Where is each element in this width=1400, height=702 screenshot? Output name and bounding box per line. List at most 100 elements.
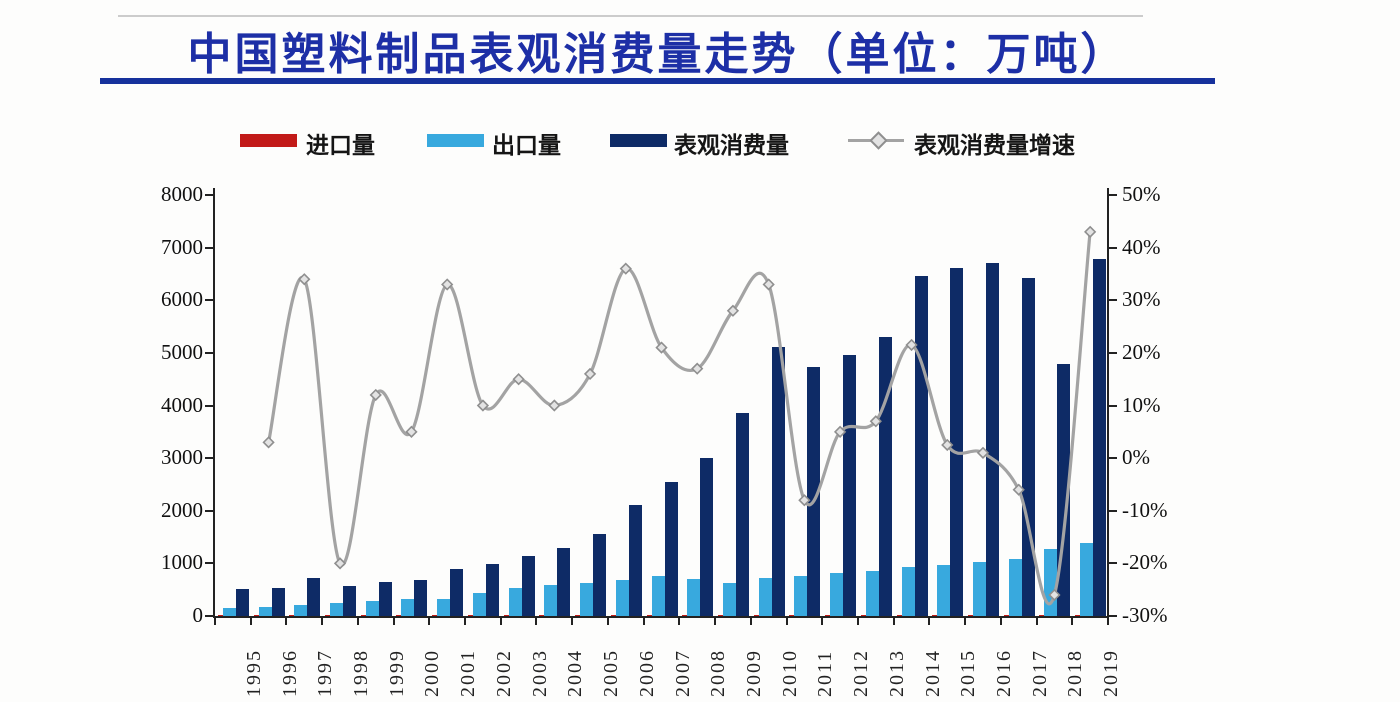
left-axis-tick-label: 4000 xyxy=(161,392,203,417)
right-axis-tick-label: 10% xyxy=(1122,392,1161,417)
consumption-legend-label: 表观消费量 xyxy=(674,132,789,158)
right-axis-tick-label: 40% xyxy=(1122,234,1161,259)
consumption-bar xyxy=(343,585,357,616)
x-axis-tick xyxy=(356,618,359,625)
right-axis-tick xyxy=(1109,299,1117,302)
x-axis-label-text: 2018 xyxy=(1064,649,1087,697)
x-axis-tick xyxy=(464,618,467,625)
growth-marker-icon xyxy=(762,278,775,291)
x-axis-tick xyxy=(999,618,1002,625)
export-legend-swatch xyxy=(427,134,484,147)
export-bar xyxy=(937,565,951,616)
export-bar xyxy=(222,608,236,616)
x-axis-label-text: 2014 xyxy=(921,649,944,697)
left-axis-tick-label: 7000 xyxy=(161,234,203,259)
import-bar xyxy=(289,615,295,616)
left-axis-tick xyxy=(205,562,213,565)
x-axis-tick xyxy=(821,618,824,625)
right-axis-tick xyxy=(1109,351,1117,354)
import-bar xyxy=(967,615,973,616)
x-axis-label-text: 1996 xyxy=(278,649,301,697)
import-bar xyxy=(753,615,759,616)
export-bar xyxy=(437,598,451,616)
consumption-bar xyxy=(735,412,749,616)
consumption-bar xyxy=(1093,259,1107,616)
title-underline xyxy=(100,78,1215,84)
x-axis-tick xyxy=(714,618,717,625)
right-axis-tick-label: -20% xyxy=(1122,550,1168,575)
growth-legend-marker-icon xyxy=(869,131,888,150)
consumption-bar xyxy=(414,580,428,616)
growth-marker-icon xyxy=(548,399,561,412)
left-axis-tick-label: 6000 xyxy=(161,287,203,312)
export-bar xyxy=(401,599,415,616)
import-bar xyxy=(1075,615,1081,616)
growth-marker-icon xyxy=(1084,225,1097,238)
export-bar xyxy=(294,604,308,616)
right-axis-tick xyxy=(1109,194,1117,196)
x-axis-label-text: 2007 xyxy=(671,649,694,697)
x-axis-tick xyxy=(606,618,609,625)
x-axis-label-text: 2002 xyxy=(492,649,515,697)
x-axis-tick xyxy=(642,618,645,625)
export-bar xyxy=(687,579,701,616)
x-axis-tick xyxy=(964,618,967,625)
x-axis-tick xyxy=(785,618,788,625)
consumption-bar xyxy=(450,568,464,616)
x-axis-label-text: 2003 xyxy=(528,649,551,697)
x-axis-label-text: 2016 xyxy=(992,649,1015,697)
right-axis-tick-label: 50% xyxy=(1122,182,1161,206)
x-axis-label-text: 2008 xyxy=(707,649,730,697)
right-axis-tick-label: -30% xyxy=(1122,603,1168,627)
x-axis-label-text: 1997 xyxy=(314,649,337,697)
consumption-bar xyxy=(593,533,607,616)
growth-line xyxy=(267,231,1092,606)
right-axis-tick xyxy=(1109,457,1117,460)
x-axis-tick xyxy=(321,618,324,625)
x-axis-tick xyxy=(214,618,216,625)
growth-marker-icon xyxy=(333,557,347,570)
export-bar xyxy=(544,584,558,616)
import-bar xyxy=(1039,615,1045,616)
growth-marker-icon xyxy=(726,304,740,317)
x-axis-tick xyxy=(571,618,574,625)
right-axis-tick xyxy=(1109,509,1117,512)
right-axis-tick xyxy=(1109,562,1117,565)
left-axis-tick xyxy=(205,457,213,460)
import-bar xyxy=(253,615,259,616)
export-bar xyxy=(1008,558,1022,616)
x-axis-label-text: 2004 xyxy=(564,649,587,697)
x-axis xyxy=(213,616,1108,618)
import-bar xyxy=(539,615,545,616)
consumption-bar xyxy=(521,556,535,616)
export-bar xyxy=(472,593,486,616)
export-bar xyxy=(330,603,344,616)
left-axis-tick xyxy=(205,299,213,302)
consumption-bar xyxy=(235,588,249,616)
x-axis-label-text: 2017 xyxy=(1028,649,1051,697)
x-axis-label-text: 1998 xyxy=(350,649,373,697)
export-bar xyxy=(901,567,915,616)
left-axis-tick xyxy=(205,404,213,407)
x-axis-label-text: 1995 xyxy=(242,649,265,697)
x-axis-label-text: 1999 xyxy=(385,649,408,697)
x-axis-label-text: 2011 xyxy=(814,649,837,697)
left-axis-tick-label: 1000 xyxy=(161,550,203,575)
y-axis-left xyxy=(213,188,215,618)
consumption-bar xyxy=(985,263,999,616)
consumption-bar xyxy=(485,563,499,616)
growth-legend-label: 表观消费量增速 xyxy=(914,132,1075,158)
consumption-bar xyxy=(700,458,714,616)
x-axis-label-text: 2015 xyxy=(957,649,980,697)
import-bar xyxy=(503,615,509,616)
import-bar xyxy=(789,615,795,616)
x-axis-tick xyxy=(535,618,538,625)
y-axis-right xyxy=(1107,188,1109,618)
import-bar xyxy=(467,615,473,616)
x-axis-tick xyxy=(1071,618,1074,625)
right-axis-tick xyxy=(1109,246,1117,249)
consumption-bar xyxy=(628,505,642,616)
consumption-bar xyxy=(950,267,964,616)
right-axis-tick xyxy=(1109,615,1117,617)
